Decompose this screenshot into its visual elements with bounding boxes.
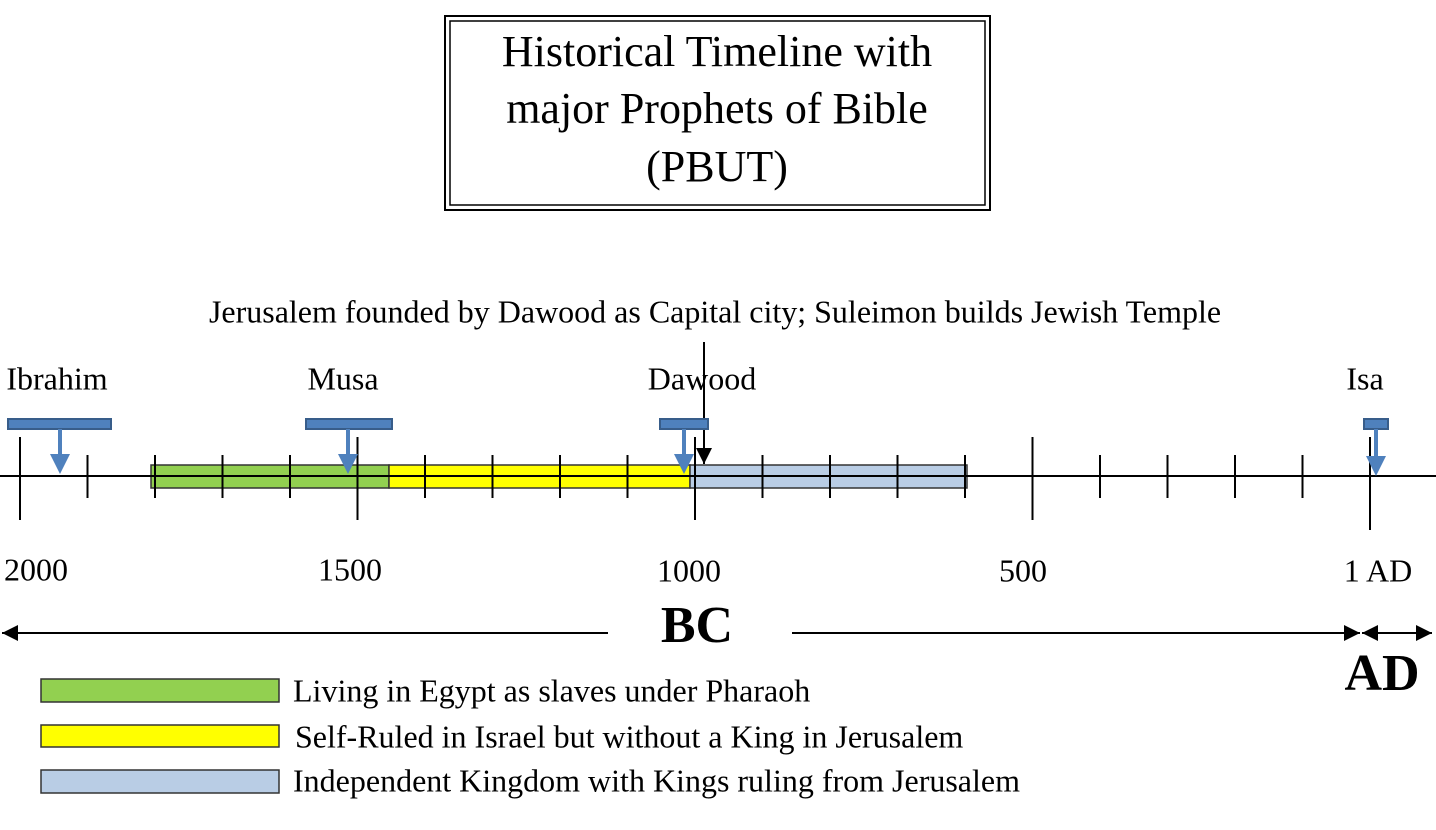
title-line: Historical Timeline with <box>502 27 932 76</box>
prophet-markers <box>7 418 1389 476</box>
axis-label: 500 <box>999 552 1047 588</box>
annotation: Jerusalem founded by Dawood as Capital c… <box>209 293 1221 329</box>
axis-label: 1000 <box>657 552 721 588</box>
axis-label: 1 AD <box>1344 552 1412 588</box>
ticks <box>19 437 1371 530</box>
legend-swatch <box>40 769 280 794</box>
legend: Living in Egypt as slaves under Pharaoh … <box>40 672 1020 798</box>
axis-label: 2000 <box>4 551 68 587</box>
era-label: AD <box>1344 645 1419 702</box>
title-box: Historical Timeline with major Prophets … <box>444 15 991 211</box>
prophet-label: Ibrahim <box>6 360 107 396</box>
legend-label: Living in Egypt as slaves under Pharaoh <box>293 672 810 708</box>
legend-swatch <box>40 678 280 703</box>
prophet-label: Dawood <box>648 360 756 396</box>
title-line: major Prophets of Bible <box>506 84 928 133</box>
title-line: (PBUT) <box>646 142 788 191</box>
legend-label: Independent Kingdom with Kings ruling fr… <box>293 762 1020 798</box>
legend-swatch <box>40 724 280 748</box>
axis-label: 1500 <box>318 551 382 587</box>
prophet-label: Isa <box>1346 360 1383 396</box>
prophet-label: Musa <box>307 360 378 396</box>
legend-label: Self-Ruled in Israel but without a King … <box>295 718 963 754</box>
era-label: BC <box>661 597 733 654</box>
